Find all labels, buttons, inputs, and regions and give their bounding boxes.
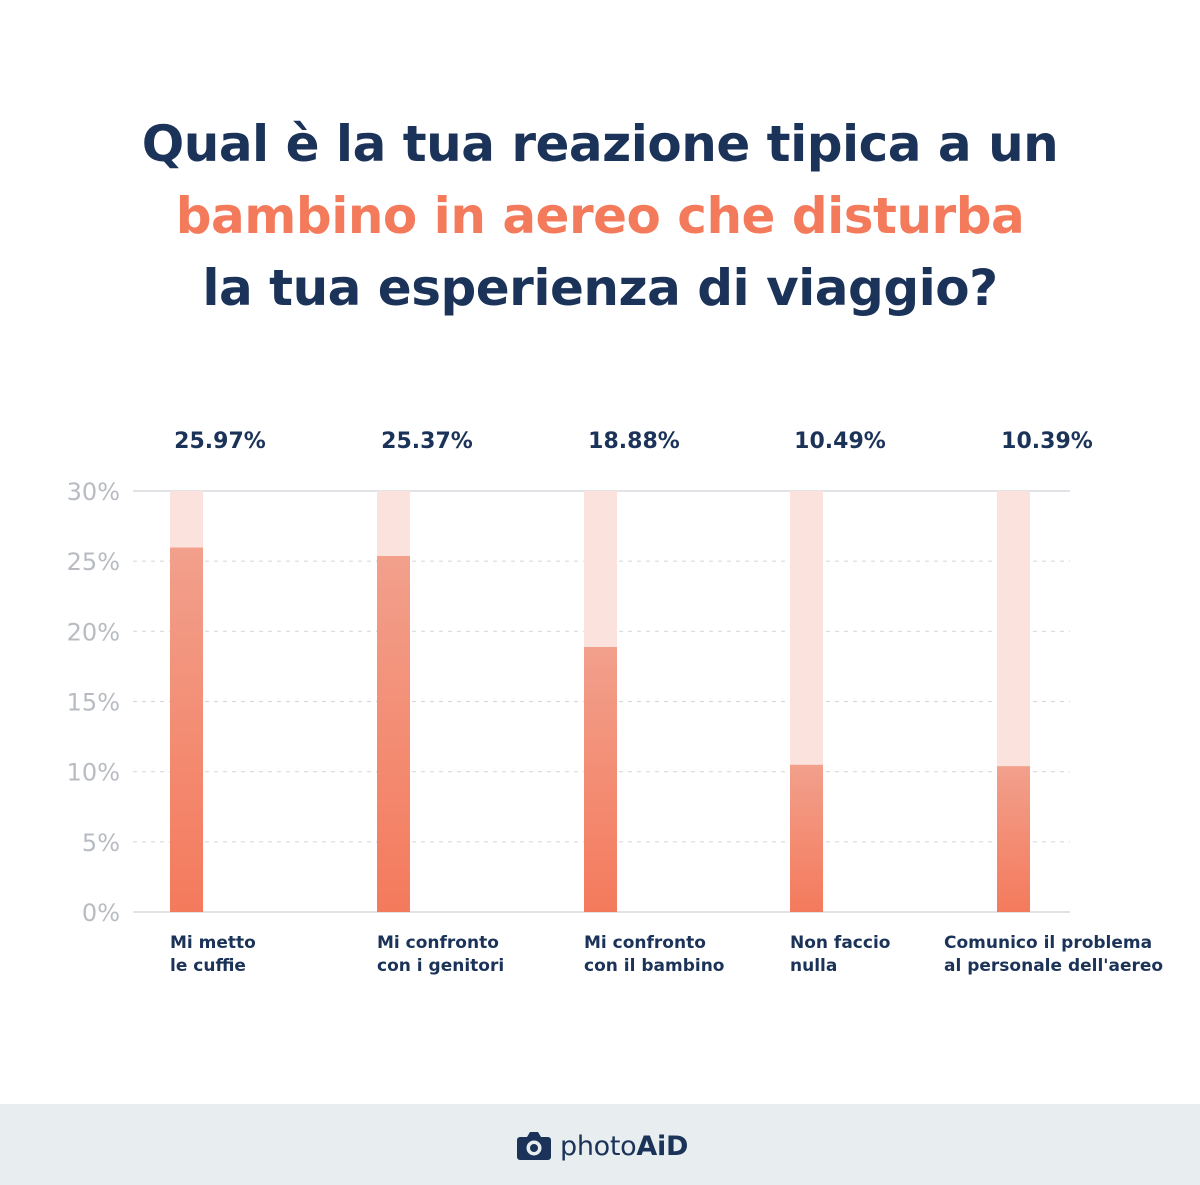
category-label: Mi metto le cuffie (170, 933, 256, 976)
bar (377, 555, 410, 912)
value-label: 25.97% (174, 429, 266, 454)
brand-logo: photoAiD (516, 1128, 688, 1164)
value-label: 18.88% (588, 429, 680, 454)
bar (170, 547, 203, 912)
bar-chart: 0% 5% 10% 15% 20% 25% 30% 25.97% 25.37% 18.88% 10… (67, 429, 1093, 927)
y-tick-label: 30% (67, 478, 120, 506)
category-label: Mi confronto con il bambino (584, 933, 725, 976)
y-tick-label: 5% (82, 829, 120, 857)
camera-icon (517, 1132, 551, 1160)
y-tick-label: 0% (82, 899, 120, 927)
y-tick-label: 10% (67, 759, 120, 787)
y-tick-label: 15% (67, 689, 120, 717)
category-label: Non faccio nulla (790, 933, 891, 976)
y-tick-label: 25% (67, 548, 120, 576)
title-line-3: la tua esperienza di viaggio? (202, 259, 998, 317)
footer-band (0, 1104, 1200, 1185)
value-label: 10.49% (794, 429, 886, 454)
category-label: Comunico il problema al personale dell'a… (944, 933, 1164, 976)
title-line-1: Qual è la tua reazione tipica a un (141, 115, 1059, 173)
bar (997, 766, 1030, 912)
value-label: 10.39% (1001, 429, 1093, 454)
category-label: Mi confronto con i genitori (377, 933, 505, 976)
value-label: 25.37% (381, 429, 473, 454)
y-tick-label: 20% (67, 618, 120, 646)
brand-wordmark: photoAiD (560, 1131, 688, 1162)
brand-bold: AiD (636, 1130, 689, 1162)
title-line-2: bambino in aereo che disturba (175, 187, 1025, 245)
chart-title: Qual è la tua reazione tipica a un bambi… (0, 108, 1200, 324)
bar (584, 647, 617, 912)
bar (790, 764, 823, 912)
brand-regular: photo (560, 1130, 637, 1162)
